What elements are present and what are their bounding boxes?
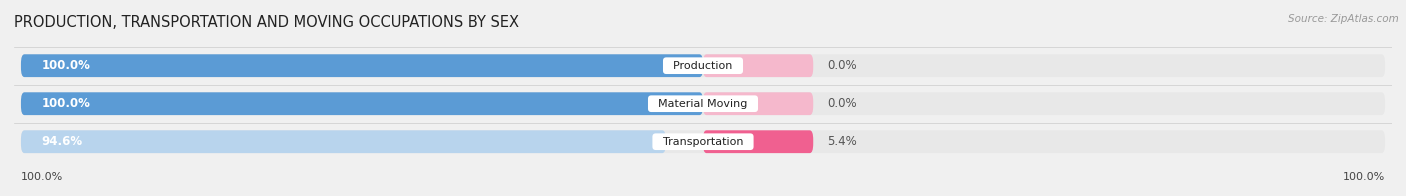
Text: Material Moving: Material Moving (651, 99, 755, 109)
Text: 100.0%: 100.0% (42, 59, 90, 72)
FancyBboxPatch shape (21, 54, 1385, 77)
Text: PRODUCTION, TRANSPORTATION AND MOVING OCCUPATIONS BY SEX: PRODUCTION, TRANSPORTATION AND MOVING OC… (14, 15, 519, 30)
Text: 0.0%: 0.0% (827, 59, 856, 72)
Text: 94.6%: 94.6% (42, 135, 83, 148)
FancyBboxPatch shape (21, 130, 666, 153)
Text: Transportation: Transportation (655, 137, 751, 147)
Text: 100.0%: 100.0% (21, 172, 63, 182)
Text: 100.0%: 100.0% (42, 97, 90, 110)
Text: 5.4%: 5.4% (827, 135, 856, 148)
Text: Source: ZipAtlas.com: Source: ZipAtlas.com (1288, 14, 1399, 24)
FancyBboxPatch shape (21, 130, 1385, 153)
Text: 100.0%: 100.0% (1343, 172, 1385, 182)
FancyBboxPatch shape (703, 54, 813, 77)
FancyBboxPatch shape (21, 54, 703, 77)
FancyBboxPatch shape (21, 92, 703, 115)
FancyBboxPatch shape (703, 130, 813, 153)
FancyBboxPatch shape (21, 92, 1385, 115)
Text: Production: Production (666, 61, 740, 71)
Text: 0.0%: 0.0% (827, 97, 856, 110)
FancyBboxPatch shape (703, 92, 813, 115)
